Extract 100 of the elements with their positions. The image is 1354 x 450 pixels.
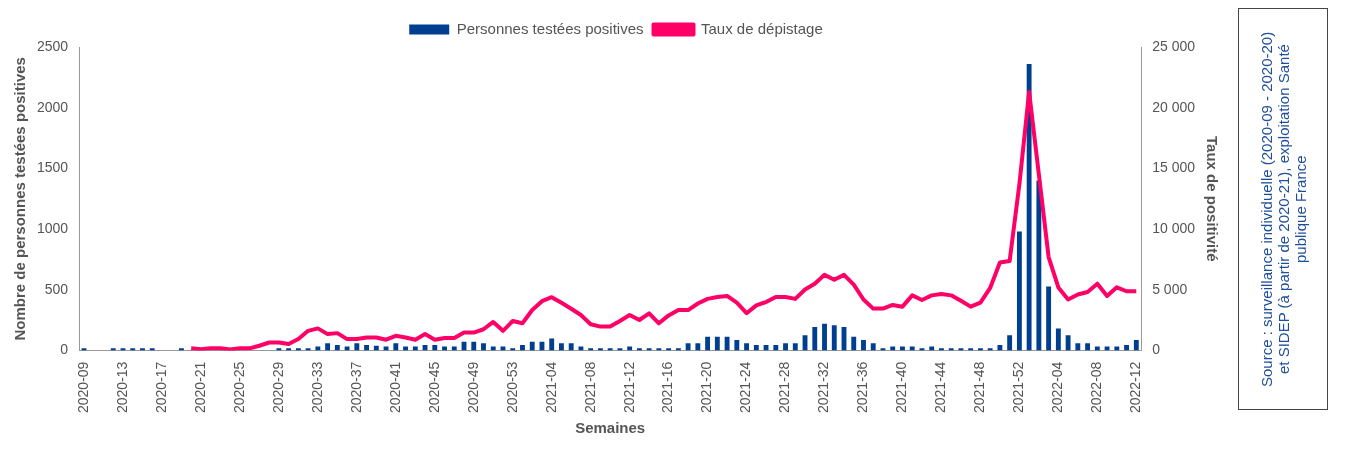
bar [110,348,116,351]
bar [140,348,145,351]
bar [354,343,360,351]
bar [724,336,730,351]
bar [744,343,750,351]
bar [1055,328,1061,351]
bar [714,336,720,351]
bar [179,348,184,351]
x-tick-label: 2021-32 [815,361,832,414]
x-tick-label: 2021-28 [776,361,793,414]
x-tick-label: 2020-17 [152,361,169,414]
x-tick-label: 2021-52 [1010,361,1027,414]
bar [666,348,672,351]
legend-label: Personnes testées positives [456,19,644,37]
bar [295,348,301,351]
bar [1075,343,1081,351]
bar [753,345,759,351]
bar [588,348,594,351]
y2-tick-label: 20 000 [1152,98,1196,115]
x-tick-label: 2021-36 [854,361,871,414]
bar [656,348,662,351]
bar [870,343,876,351]
bar [822,323,827,351]
bar [568,343,574,351]
y2-tick-label: 5 000 [1152,280,1188,297]
bar [695,343,701,351]
bar [705,336,711,351]
bar [597,348,603,351]
bar [1065,335,1071,351]
bar [861,340,866,351]
bar [559,343,564,351]
bar [364,345,370,351]
bar [510,348,516,351]
x-tick-label: 2021-12 [620,361,637,414]
bar [130,348,136,351]
y2-axis-title: Taux de positivité [1203,136,1221,262]
bar [773,345,779,351]
bar [812,326,818,351]
bar [1085,343,1091,351]
bar [305,348,311,351]
bar [276,348,282,351]
bar [968,348,974,351]
y-axis-title: Nombre de personnes testées positives [11,57,29,341]
y2-tick-label: 10 000 [1152,220,1196,237]
bar [617,348,623,351]
x-tick-label: 2021-40 [893,361,910,414]
y-tick-label: 1000 [36,220,69,237]
bar [334,345,340,351]
bar [325,343,331,351]
bar [948,348,954,351]
x-tick-label: 2020-33 [308,361,325,414]
bar [636,348,642,351]
y-tick-label: 2500 [36,37,69,54]
x-tick-label: 2021-48 [971,361,988,414]
x-tick-label: 2021-24 [737,361,754,414]
bar [1016,231,1022,351]
x-tick-label: 2020-09 [74,361,91,414]
y2-tick-label: 15 000 [1152,159,1196,176]
bar [1007,335,1013,351]
x-tick-label: 2021-16 [659,361,676,414]
y-tick-label: 1500 [36,159,69,176]
x-tick-label: 2022-12 [1127,361,1144,414]
bar [939,348,944,351]
x-tick-label: 2022-04 [1049,361,1066,414]
y-tick-label: 500 [44,280,69,297]
bar [646,348,652,351]
bar [1124,345,1129,351]
x-tick-label: 2020-45 [425,361,442,414]
bar [607,348,613,351]
x-tick-label: 2020-21 [191,361,208,414]
bar [1046,286,1052,351]
bar [792,343,798,351]
bar [393,343,399,351]
bar [997,345,1003,351]
bar [1036,180,1042,351]
x-tick-label: 2020-41 [386,361,403,414]
bar [685,343,691,351]
y2-tick-label: 25 000 [1152,37,1196,54]
bar [1133,340,1139,351]
bar [831,325,837,351]
source-note: Source : surveillance individuelle (2020-09 - 2020-20) et SIDEP (à partir de 2020-21), exploitation Santé publique France [1257,30,1309,389]
x-tick-label: 2020-37 [347,361,364,414]
bar [783,343,788,351]
bar [286,348,292,351]
bar [471,341,477,351]
bar [1026,64,1032,351]
x-tick-label: 2021-08 [581,361,598,414]
x-tick-label: 2021-20 [698,361,715,414]
bar [987,348,993,351]
x-tick-label: 2020-13 [113,361,130,414]
bar [734,340,740,351]
x-tick-label: 2020-29 [269,361,286,414]
y-tick-label: 0 [60,341,69,358]
bar [958,348,964,351]
bar [149,348,155,351]
bar [520,345,525,351]
bar [481,343,486,351]
bar [549,338,555,351]
bar [529,341,535,351]
legend-label: Taux de dépistage [701,19,823,37]
